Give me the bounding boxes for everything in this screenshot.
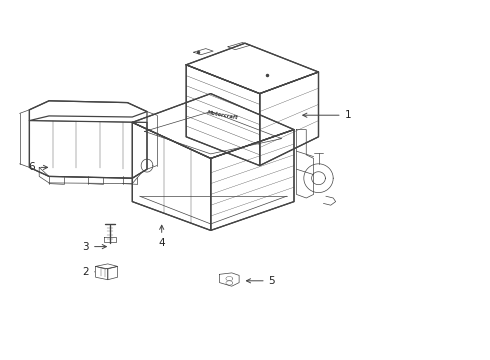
Polygon shape	[211, 130, 294, 230]
Text: 2: 2	[82, 267, 101, 277]
Polygon shape	[186, 43, 318, 94]
Text: Motorcraft: Motorcraft	[207, 110, 239, 120]
Polygon shape	[186, 65, 260, 166]
Text: 4: 4	[158, 225, 165, 248]
Polygon shape	[132, 94, 294, 158]
Polygon shape	[108, 266, 118, 280]
Polygon shape	[132, 122, 211, 230]
Text: 1: 1	[303, 110, 351, 120]
Text: 6: 6	[28, 162, 48, 172]
Polygon shape	[260, 72, 318, 166]
Polygon shape	[29, 121, 147, 178]
Polygon shape	[96, 266, 108, 280]
Polygon shape	[220, 273, 239, 286]
Text: 5: 5	[246, 276, 275, 286]
Text: 3: 3	[82, 242, 106, 252]
